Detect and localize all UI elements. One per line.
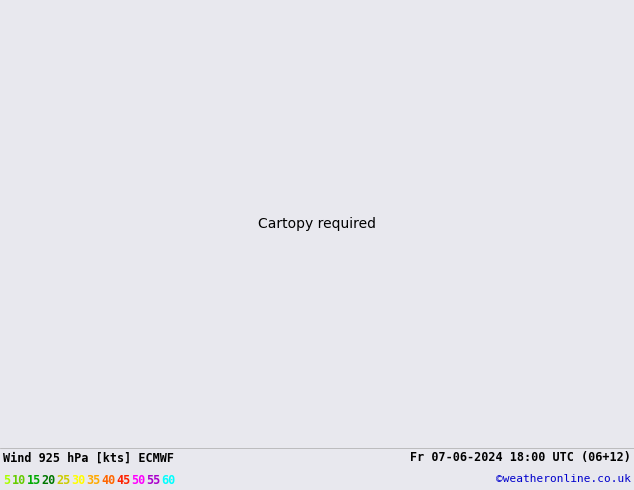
Text: Cartopy required: Cartopy required: [258, 217, 376, 231]
Text: 20: 20: [41, 474, 56, 487]
Text: 50: 50: [131, 474, 146, 487]
Text: 45: 45: [117, 474, 131, 487]
Text: 25: 25: [56, 474, 71, 487]
Text: 30: 30: [72, 474, 86, 487]
Text: 40: 40: [101, 474, 116, 487]
Text: 55: 55: [146, 474, 161, 487]
Text: 5: 5: [3, 474, 10, 487]
Text: 35: 35: [86, 474, 101, 487]
Text: Fr 07-06-2024 18:00 UTC (06+12): Fr 07-06-2024 18:00 UTC (06+12): [410, 451, 631, 465]
Text: ©weatheronline.co.uk: ©weatheronline.co.uk: [496, 474, 631, 484]
Text: 15: 15: [27, 474, 41, 487]
Text: 60: 60: [162, 474, 176, 487]
Text: Wind 925 hPa [kts] ECMWF: Wind 925 hPa [kts] ECMWF: [3, 451, 174, 465]
Text: 10: 10: [11, 474, 26, 487]
